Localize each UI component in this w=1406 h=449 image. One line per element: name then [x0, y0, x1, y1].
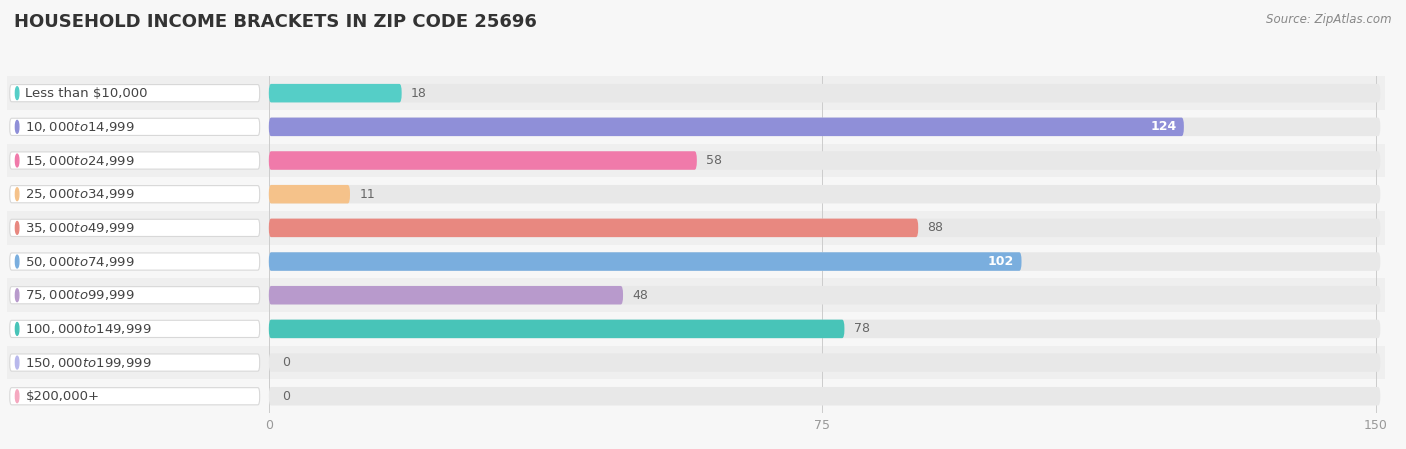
- Circle shape: [15, 120, 18, 133]
- FancyBboxPatch shape: [10, 152, 260, 169]
- FancyBboxPatch shape: [269, 219, 1381, 237]
- Text: 0: 0: [283, 390, 291, 403]
- FancyBboxPatch shape: [10, 219, 260, 237]
- FancyBboxPatch shape: [10, 286, 260, 304]
- Text: 11: 11: [359, 188, 375, 201]
- Text: $10,000 to $14,999: $10,000 to $14,999: [25, 120, 135, 134]
- FancyBboxPatch shape: [269, 320, 845, 338]
- FancyBboxPatch shape: [7, 211, 1385, 245]
- Text: 18: 18: [411, 87, 426, 100]
- FancyBboxPatch shape: [269, 252, 1381, 271]
- Text: 102: 102: [988, 255, 1014, 268]
- Text: 0: 0: [283, 356, 291, 369]
- FancyBboxPatch shape: [269, 84, 402, 102]
- Text: 124: 124: [1150, 120, 1177, 133]
- FancyBboxPatch shape: [269, 320, 1381, 338]
- Circle shape: [15, 356, 18, 369]
- Text: $100,000 to $149,999: $100,000 to $149,999: [25, 322, 152, 336]
- FancyBboxPatch shape: [7, 312, 1385, 346]
- FancyBboxPatch shape: [269, 219, 918, 237]
- FancyBboxPatch shape: [269, 286, 1381, 304]
- FancyBboxPatch shape: [269, 118, 1184, 136]
- Circle shape: [15, 390, 18, 403]
- FancyBboxPatch shape: [10, 354, 260, 371]
- FancyBboxPatch shape: [10, 387, 260, 405]
- Text: $15,000 to $24,999: $15,000 to $24,999: [25, 154, 135, 167]
- Circle shape: [15, 188, 18, 201]
- Text: $150,000 to $199,999: $150,000 to $199,999: [25, 356, 152, 370]
- FancyBboxPatch shape: [269, 185, 350, 203]
- FancyBboxPatch shape: [269, 387, 1381, 405]
- FancyBboxPatch shape: [7, 110, 1385, 144]
- Circle shape: [15, 221, 18, 234]
- Text: $200,000+: $200,000+: [25, 390, 100, 403]
- FancyBboxPatch shape: [7, 278, 1385, 312]
- FancyBboxPatch shape: [269, 185, 1381, 203]
- Text: $75,000 to $99,999: $75,000 to $99,999: [25, 288, 135, 302]
- FancyBboxPatch shape: [269, 118, 1381, 136]
- Text: $50,000 to $74,999: $50,000 to $74,999: [25, 255, 135, 269]
- FancyBboxPatch shape: [7, 144, 1385, 177]
- FancyBboxPatch shape: [7, 346, 1385, 379]
- Circle shape: [15, 289, 18, 302]
- Circle shape: [15, 154, 18, 167]
- Text: Less than $10,000: Less than $10,000: [25, 87, 148, 100]
- Text: 78: 78: [853, 322, 869, 335]
- FancyBboxPatch shape: [269, 286, 623, 304]
- Text: $25,000 to $34,999: $25,000 to $34,999: [25, 187, 135, 201]
- FancyBboxPatch shape: [10, 185, 260, 203]
- Circle shape: [15, 322, 18, 335]
- Text: 88: 88: [928, 221, 943, 234]
- Text: 48: 48: [633, 289, 648, 302]
- FancyBboxPatch shape: [7, 379, 1385, 413]
- FancyBboxPatch shape: [10, 253, 260, 270]
- Circle shape: [15, 87, 18, 100]
- Circle shape: [15, 255, 18, 268]
- FancyBboxPatch shape: [10, 320, 260, 338]
- FancyBboxPatch shape: [10, 118, 260, 136]
- FancyBboxPatch shape: [7, 245, 1385, 278]
- FancyBboxPatch shape: [269, 252, 1022, 271]
- Text: Source: ZipAtlas.com: Source: ZipAtlas.com: [1267, 13, 1392, 26]
- FancyBboxPatch shape: [269, 151, 1381, 170]
- FancyBboxPatch shape: [269, 84, 1381, 102]
- Text: $35,000 to $49,999: $35,000 to $49,999: [25, 221, 135, 235]
- FancyBboxPatch shape: [10, 84, 260, 102]
- FancyBboxPatch shape: [269, 151, 697, 170]
- Text: HOUSEHOLD INCOME BRACKETS IN ZIP CODE 25696: HOUSEHOLD INCOME BRACKETS IN ZIP CODE 25…: [14, 13, 537, 31]
- Text: 58: 58: [706, 154, 723, 167]
- FancyBboxPatch shape: [7, 177, 1385, 211]
- FancyBboxPatch shape: [269, 353, 1381, 372]
- FancyBboxPatch shape: [7, 76, 1385, 110]
